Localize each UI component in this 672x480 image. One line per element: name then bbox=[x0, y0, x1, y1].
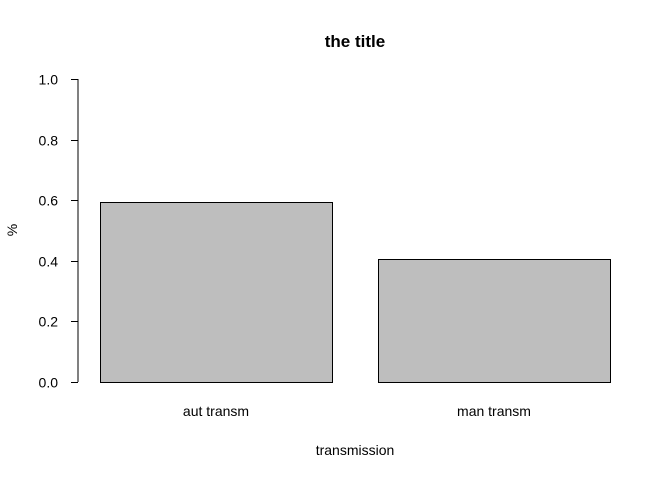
y-tick-label: 0.4 bbox=[39, 254, 59, 270]
bar-aut-transm bbox=[100, 202, 333, 383]
bar-man-transm bbox=[378, 258, 611, 383]
bars bbox=[100, 202, 611, 383]
y-axis-label: % bbox=[4, 224, 20, 236]
x-tick-label: aut transm bbox=[183, 403, 249, 419]
y-tick-label: 0.6 bbox=[39, 193, 59, 209]
y-axis: 0.0 0.2 0.4 0.6 0.8 1.0 bbox=[39, 72, 79, 391]
x-tick-label: man transm bbox=[457, 403, 531, 419]
x-axis-tick-labels: aut transm man transm bbox=[183, 403, 531, 419]
y-tick-label: 1.0 bbox=[39, 72, 59, 88]
y-tick-label: 0.8 bbox=[39, 133, 59, 149]
x-axis-label: transmission bbox=[316, 442, 395, 458]
y-tick-label: 0.0 bbox=[39, 375, 59, 391]
chart-title: the title bbox=[325, 32, 385, 51]
y-tick-label: 0.2 bbox=[39, 314, 59, 330]
